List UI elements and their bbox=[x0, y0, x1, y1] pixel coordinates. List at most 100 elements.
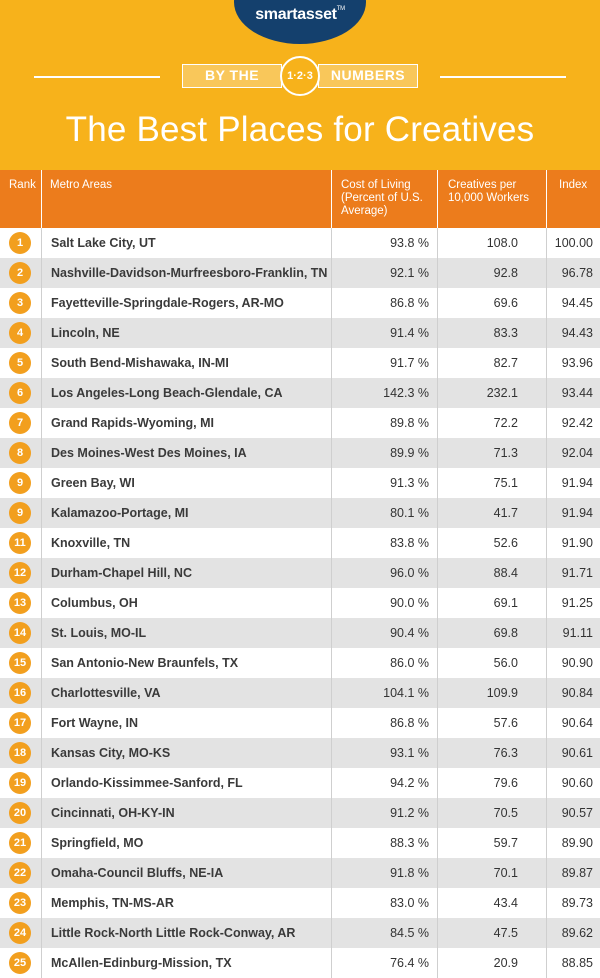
creatives-cell: 20.9 bbox=[437, 948, 546, 978]
logo-text: smartassetTM bbox=[255, 6, 345, 23]
cost-of-living-cell: 91.4 % bbox=[331, 318, 437, 348]
header-cre-line2: 10,000 Workers bbox=[448, 192, 529, 204]
table-row: 23 Memphis, TN-MS-AR 83.0 % 43.4 89.73 bbox=[0, 888, 600, 918]
table-row: 16 Charlottesville, VA 104.1 % 109.9 90.84 bbox=[0, 678, 600, 708]
metro-area-cell: St. Louis, MO-IL bbox=[41, 618, 331, 648]
table-row: 7 Grand Rapids-Wyoming, MI 89.8 % 72.2 92.42 bbox=[0, 408, 600, 438]
rank-badge: 3 bbox=[9, 292, 31, 314]
table-row: 4 Lincoln, NE 91.4 % 83.3 94.43 bbox=[0, 318, 600, 348]
table-row: 3 Fayetteville-Springdale-Rogers, AR-MO 86… bbox=[0, 288, 600, 318]
creatives-cell: 43.4 bbox=[437, 888, 546, 918]
table-row: 20 Cincinnati, OH-KY-IN 91.2 % 70.5 90.57 bbox=[0, 798, 600, 828]
rank-badge: 13 bbox=[9, 592, 31, 614]
index-cell: 92.42 bbox=[546, 408, 600, 438]
creatives-cell: 92.8 bbox=[437, 258, 546, 288]
rank-badge: 5 bbox=[9, 352, 31, 374]
index-cell: 91.90 bbox=[546, 528, 600, 558]
cost-of-living-cell: 142.3 % bbox=[331, 378, 437, 408]
header-col-line2: (Percent of U.S. bbox=[341, 192, 423, 204]
metro-area-cell: Los Angeles-Long Beach-Glendale, CA bbox=[41, 378, 331, 408]
header-metro: Metro Areas bbox=[41, 170, 331, 228]
cost-of-living-cell: 104.1 % bbox=[331, 678, 437, 708]
index-cell: 89.90 bbox=[546, 828, 600, 858]
rank-badge: 1 bbox=[9, 232, 31, 254]
metro-area-cell: South Bend-Mishawaka, IN-MI bbox=[41, 348, 331, 378]
rank-badge: 25 bbox=[9, 952, 31, 974]
creatives-cell: 56.0 bbox=[437, 648, 546, 678]
index-cell: 90.61 bbox=[546, 738, 600, 768]
rank-badge: 23 bbox=[9, 892, 31, 914]
table-row: 2 Nashville-Davidson-Murfreesboro-Frankli… bbox=[0, 258, 600, 288]
header-col-line3: Average) bbox=[341, 205, 388, 217]
table-row: 18 Kansas City, MO-KS 93.1 % 76.3 90.61 bbox=[0, 738, 600, 768]
metro-area-cell: Kansas City, MO-KS bbox=[41, 738, 331, 768]
metro-area-cell: Durham-Chapel Hill, NC bbox=[41, 558, 331, 588]
creatives-cell: 72.2 bbox=[437, 408, 546, 438]
table-row: 12 Durham-Chapel Hill, NC 96.0 % 88.4 91.71 bbox=[0, 558, 600, 588]
index-cell: 100.00 bbox=[546, 228, 600, 258]
cost-of-living-cell: 83.8 % bbox=[331, 528, 437, 558]
numbers-label: NUMBERS bbox=[318, 64, 418, 88]
rank-badge: 18 bbox=[9, 742, 31, 764]
creatives-cell: 108.0 bbox=[437, 228, 546, 258]
cost-of-living-cell: 80.1 % bbox=[331, 498, 437, 528]
creatives-cell: 69.6 bbox=[437, 288, 546, 318]
cost-of-living-cell: 86.0 % bbox=[331, 648, 437, 678]
header-creatives: Creatives per 10,000 Workers bbox=[437, 170, 546, 228]
rank-badge: 9 bbox=[9, 472, 31, 494]
metro-area-cell: Cincinnati, OH-KY-IN bbox=[41, 798, 331, 828]
header-cost-of-living: Cost of Living (Percent of U.S. Average) bbox=[331, 170, 437, 228]
table-row: 13 Columbus, OH 90.0 % 69.1 91.25 bbox=[0, 588, 600, 618]
index-cell: 94.43 bbox=[546, 318, 600, 348]
table-row: 5 South Bend-Mishawaka, IN-MI 91.7 % 82.7 93… bbox=[0, 348, 600, 378]
metro-area-cell: Kalamazoo-Portage, MI bbox=[41, 498, 331, 528]
rank-badge: 21 bbox=[9, 832, 31, 854]
rank-badge: 15 bbox=[9, 652, 31, 674]
cost-of-living-cell: 92.1 % bbox=[331, 258, 437, 288]
creatives-cell: 75.1 bbox=[437, 468, 546, 498]
header-rank: Rank bbox=[9, 179, 36, 191]
rank-badge: 17 bbox=[9, 712, 31, 734]
table-row: 14 St. Louis, MO-IL 90.4 % 69.8 91.11 bbox=[0, 618, 600, 648]
cost-of-living-cell: 83.0 % bbox=[331, 888, 437, 918]
cost-of-living-cell: 90.4 % bbox=[331, 618, 437, 648]
rank-badge: 19 bbox=[9, 772, 31, 794]
metro-area-cell: San Antonio-New Braunfels, TX bbox=[41, 648, 331, 678]
cost-of-living-cell: 89.8 % bbox=[331, 408, 437, 438]
divider-line-left bbox=[34, 76, 160, 78]
creatives-cell: 79.6 bbox=[437, 768, 546, 798]
table-body: 1 Salt Lake City, UT 93.8 % 108.0 100.00 2 Nas… bbox=[0, 228, 600, 978]
creatives-cell: 76.3 bbox=[437, 738, 546, 768]
index-cell: 90.60 bbox=[546, 768, 600, 798]
table-row: 24 Little Rock-North Little Rock-Conway, … bbox=[0, 918, 600, 948]
cost-of-living-cell: 76.4 % bbox=[331, 948, 437, 978]
metro-area-cell: Green Bay, WI bbox=[41, 468, 331, 498]
creatives-cell: 47.5 bbox=[437, 918, 546, 948]
table-row: 9 Kalamazoo-Portage, MI 80.1 % 41.7 91.94 bbox=[0, 498, 600, 528]
index-cell: 91.94 bbox=[546, 468, 600, 498]
rank-badge: 9 bbox=[9, 502, 31, 524]
metro-area-cell: Grand Rapids-Wyoming, MI bbox=[41, 408, 331, 438]
header-index: Index bbox=[546, 170, 600, 228]
smartasset-logo: smartassetTM bbox=[234, 0, 366, 44]
creatives-cell: 109.9 bbox=[437, 678, 546, 708]
metro-area-cell: Springfield, MO bbox=[41, 828, 331, 858]
header-banner: smartassetTM BY THE NUMBERS 1·2·3 The Be… bbox=[0, 0, 600, 170]
table-header: Rank Metro Areas Cost of Living (Percent… bbox=[0, 170, 600, 228]
creatives-cell: 82.7 bbox=[437, 348, 546, 378]
rank-badge: 4 bbox=[9, 322, 31, 344]
metro-area-cell: Knoxville, TN bbox=[41, 528, 331, 558]
metro-area-cell: Charlottesville, VA bbox=[41, 678, 331, 708]
table-row: 21 Springfield, MO 88.3 % 59.7 89.90 bbox=[0, 828, 600, 858]
cost-of-living-cell: 96.0 % bbox=[331, 558, 437, 588]
table-row: 11 Knoxville, TN 83.8 % 52.6 91.90 bbox=[0, 528, 600, 558]
cost-of-living-cell: 91.2 % bbox=[331, 798, 437, 828]
cost-of-living-cell: 91.8 % bbox=[331, 858, 437, 888]
cost-of-living-cell: 88.3 % bbox=[331, 828, 437, 858]
rank-badge: 14 bbox=[9, 622, 31, 644]
index-cell: 90.84 bbox=[546, 678, 600, 708]
table-row: 1 Salt Lake City, UT 93.8 % 108.0 100.00 bbox=[0, 228, 600, 258]
metro-area-cell: Des Moines-West Des Moines, IA bbox=[41, 438, 331, 468]
creatives-cell: 71.3 bbox=[437, 438, 546, 468]
table-row: 9 Green Bay, WI 91.3 % 75.1 91.94 bbox=[0, 468, 600, 498]
